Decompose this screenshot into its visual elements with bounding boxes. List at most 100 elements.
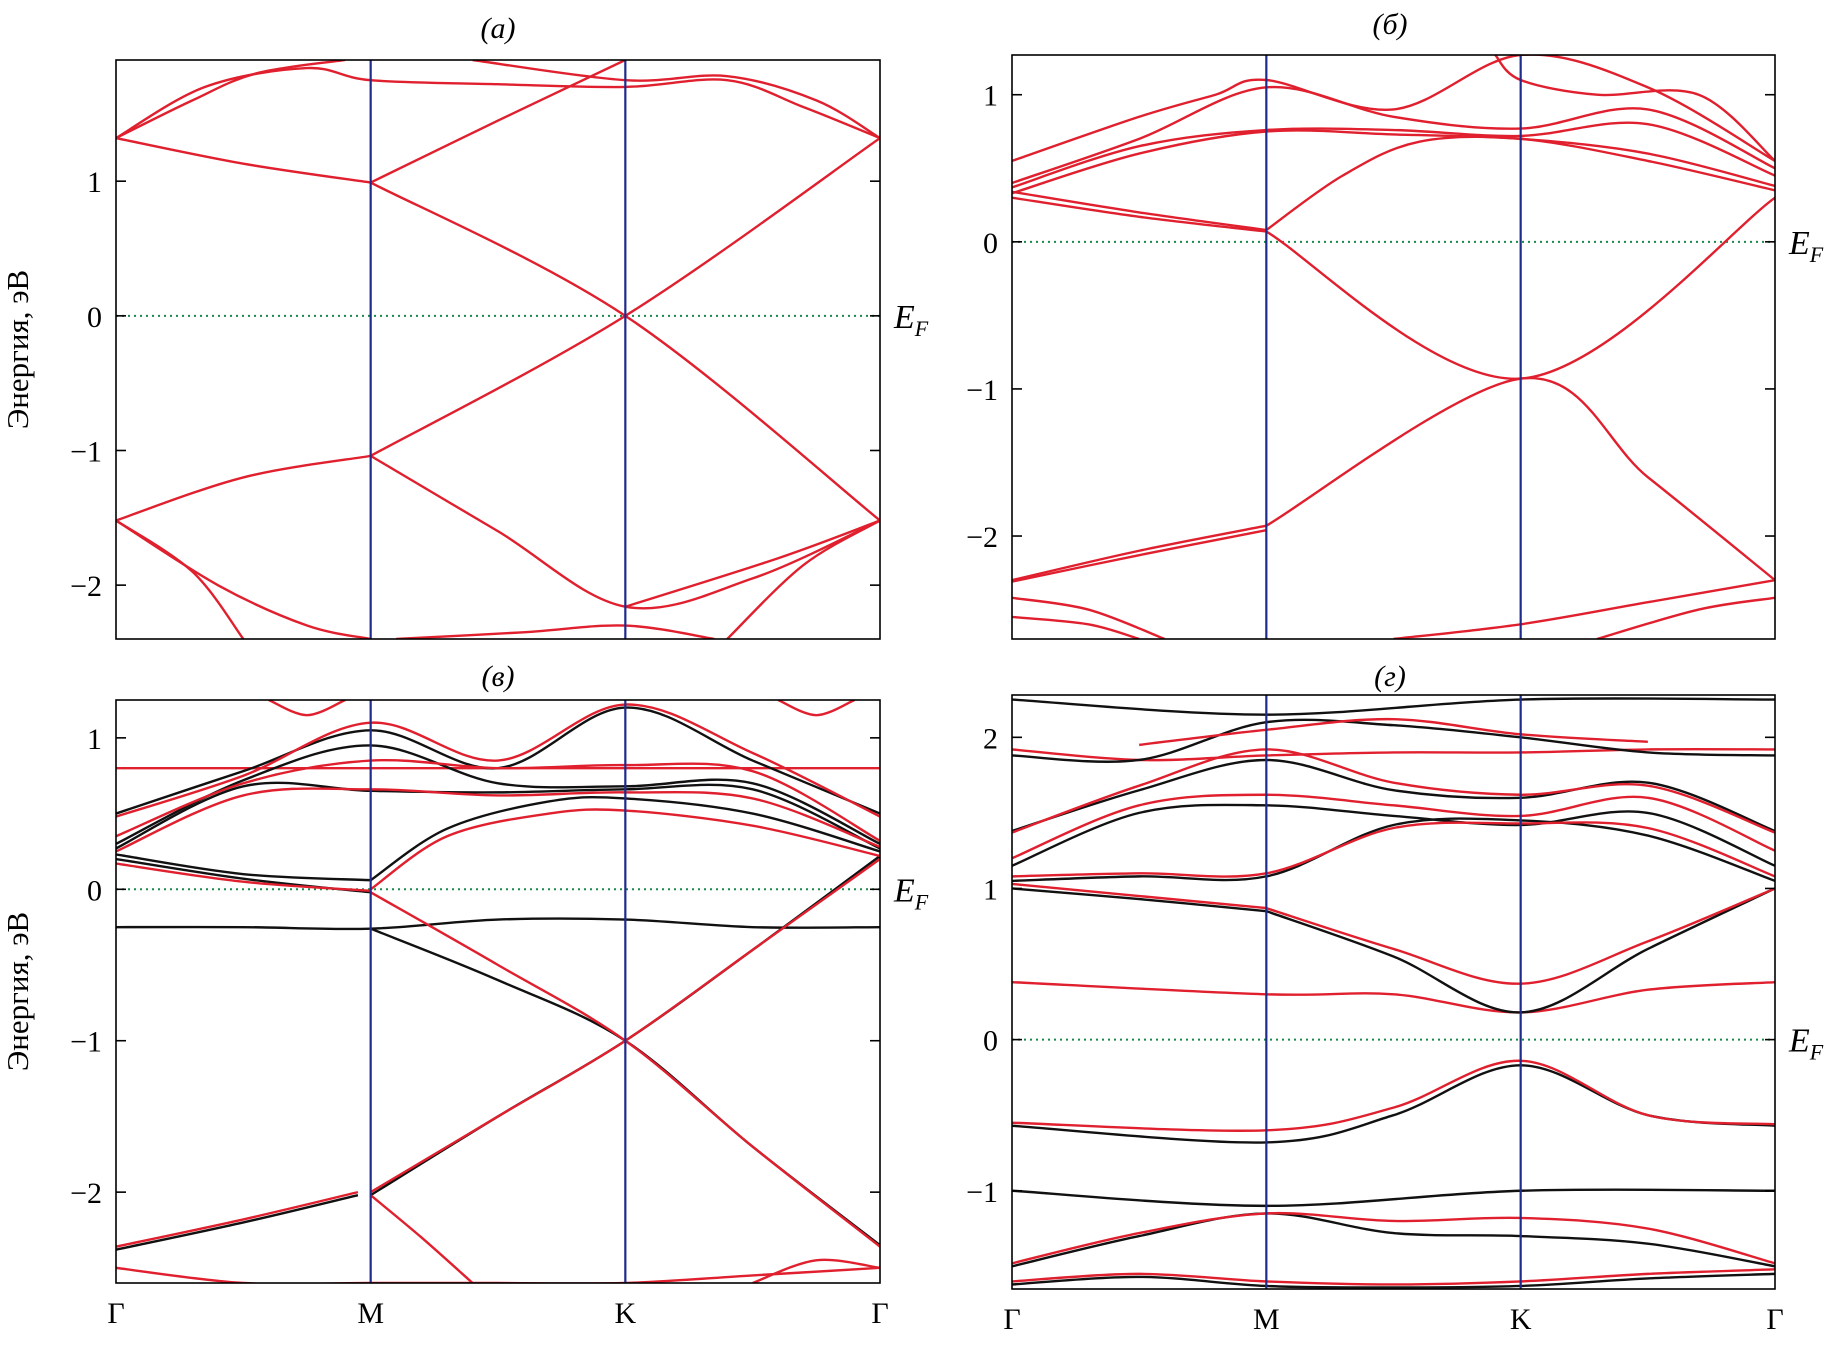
- band-black-0: [116, 917, 880, 931]
- ytick-label: −1: [70, 1026, 102, 1059]
- band-black-0: [1012, 1188, 1775, 1208]
- band-black-17: [116, 1194, 359, 1251]
- y-axis-label: Энергия, эВ: [0, 912, 35, 1071]
- band-red-11: [624, 519, 880, 608]
- band-red-5: [1012, 55, 1775, 163]
- band-red-7: [472, 60, 880, 140]
- band-red-4: [116, 60, 346, 140]
- bands-г: [1012, 697, 1775, 1289]
- band-black-6: [1012, 887, 1267, 913]
- band-red-7: [116, 862, 371, 892]
- band-red-3: [1012, 980, 1775, 1014]
- fermi-label: EF: [1788, 1023, 1824, 1065]
- band-red-14: [1012, 747, 1775, 762]
- band-red-19: [1012, 1211, 1775, 1265]
- band-red-9: [116, 519, 245, 639]
- xtick-label: Γ: [1766, 1303, 1783, 1336]
- band-red-8: [116, 519, 371, 639]
- band-black-12: [1012, 758, 1775, 833]
- band-red-2: [1012, 196, 1267, 233]
- band-red-12: [396, 624, 715, 639]
- band-red-16: [116, 787, 880, 853]
- fermi-label: EF: [893, 872, 929, 914]
- panel-title: (б): [1372, 8, 1407, 41]
- band-red-20: [1012, 1268, 1775, 1286]
- band-red-5: [116, 66, 880, 140]
- ytick-label: 0: [983, 1025, 998, 1058]
- xtick-label: M: [1253, 1303, 1280, 1336]
- band-red-13: [726, 519, 880, 639]
- band-black-18: [1012, 1212, 1775, 1268]
- ytick-label: −2: [966, 521, 998, 554]
- band-red-1: [1265, 376, 1775, 582]
- band-red-14: [116, 758, 880, 842]
- panel-frame: [115, 699, 881, 1284]
- band-red-8: [1012, 129, 1775, 195]
- band-red-2: [116, 136, 371, 184]
- band-black-15: [1012, 718, 1775, 763]
- band-red-9: [1494, 55, 1775, 162]
- ytick-label: 0: [87, 301, 102, 334]
- band-red-11: [1012, 821, 1775, 878]
- ytick-label: −2: [70, 570, 102, 603]
- band-black-8: [369, 795, 880, 882]
- band-red-2: [1012, 1059, 1775, 1132]
- band-black-5: [116, 853, 371, 882]
- band-red-23: [777, 700, 856, 717]
- fermi-label: EF: [893, 299, 929, 341]
- y-axis-label: Энергия, эВ: [0, 270, 35, 429]
- panel-title: (в): [481, 660, 514, 693]
- bands-б: [1012, 55, 1775, 639]
- band-black-13: [116, 744, 880, 845]
- panel-frame: [115, 59, 881, 640]
- panel-г: 2 1 0 −1 Γ M K Γ (г) EF: [966, 660, 1824, 1336]
- ytick-label: −1: [966, 374, 998, 407]
- band-red-7: [1012, 121, 1775, 189]
- ytick-label: 2: [983, 722, 998, 755]
- bands-в: [116, 700, 880, 1283]
- ytick-label: 0: [87, 874, 102, 907]
- ytick-label: −1: [70, 435, 102, 468]
- xtick-label: K: [1510, 1303, 1532, 1336]
- panel-frame: [1011, 694, 1776, 1290]
- xtick-label: K: [614, 1297, 636, 1330]
- panel-frame: [1011, 54, 1776, 640]
- ytick-label: 1: [983, 873, 998, 906]
- ytick-label: −1: [966, 1176, 998, 1209]
- band-red-14: [1393, 578, 1775, 639]
- xtick-label: Γ: [1003, 1303, 1020, 1336]
- ytick-label: 1: [983, 80, 998, 113]
- band-red-20: [752, 1258, 880, 1283]
- band-red-12: [1012, 596, 1166, 639]
- band-red-18: [116, 1190, 359, 1248]
- xtick-label: M: [357, 1297, 384, 1330]
- panel-a: 1 0 −1 −2 (а) EF Энергия, эВ: [0, 12, 929, 640]
- ytick-label: 1: [87, 723, 102, 756]
- band-black-1: [1012, 1064, 1775, 1144]
- band-black-10: [1012, 817, 1775, 883]
- band-red-3: [1012, 190, 1267, 232]
- band-red-22: [268, 700, 346, 717]
- band-red-6: [370, 60, 626, 184]
- band-red-19: [116, 1266, 880, 1283]
- bands-a: [116, 60, 880, 639]
- band-red-13: [1012, 748, 1775, 834]
- band-red-13: [1012, 615, 1140, 639]
- xtick-label: Γ: [107, 1297, 124, 1330]
- band-red-6: [1012, 85, 1775, 185]
- band-red-3: [116, 454, 371, 522]
- ytick-label: 0: [983, 227, 998, 260]
- band-red-11: [1012, 528, 1267, 583]
- band-black-17: [1012, 697, 1775, 716]
- fermi-label: EF: [1788, 225, 1824, 267]
- panel-title: (а): [481, 12, 516, 45]
- xtick-label: Γ: [871, 1297, 888, 1330]
- band-red-9: [1012, 793, 1775, 860]
- panel-в: 1 0 −1 −2 Γ M K Γ (в) EF Энергия, эВ: [0, 660, 929, 1330]
- band-red-7: [1012, 882, 1267, 910]
- band-red-21: [369, 1194, 474, 1283]
- panel-б: 1 0 −1 −2 (б) EF: [966, 8, 1824, 640]
- band-black-15: [116, 781, 880, 850]
- ytick-label: 1: [87, 166, 102, 199]
